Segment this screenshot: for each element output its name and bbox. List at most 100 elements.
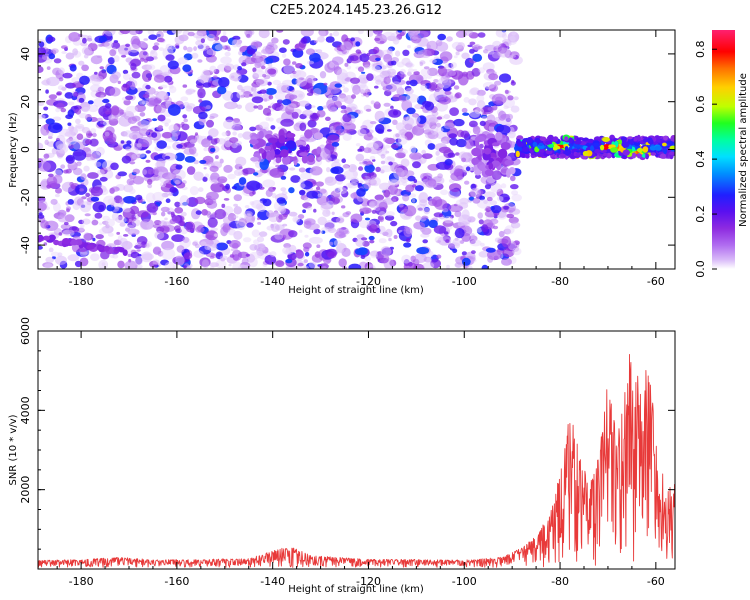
heat-cell: [174, 179, 180, 185]
heat-cell: [268, 117, 274, 122]
heat-cell: [264, 126, 270, 131]
heat-cell: [67, 199, 75, 205]
heat-cell: [182, 64, 192, 72]
heat-cell: [278, 214, 288, 220]
heat-cell: [272, 79, 281, 86]
x-tick-label: -60: [647, 275, 665, 288]
heat-cell: [164, 217, 168, 221]
heat-cell: [81, 126, 90, 134]
heat-cell: [491, 51, 502, 59]
heat-cell: [316, 244, 321, 248]
heat-cell: [394, 152, 406, 159]
heat-cell: [109, 49, 117, 57]
heat-cell: [481, 264, 489, 269]
heat-cell: [362, 176, 366, 180]
heat-cell: [102, 220, 109, 225]
heat-cell: [337, 188, 341, 191]
heat-cell: [294, 43, 306, 51]
heat-cell: [210, 172, 220, 183]
heat-band-cell: [636, 134, 641, 141]
heat-cell: [421, 215, 429, 220]
heat-cell: [107, 232, 114, 237]
heat-cell: [175, 45, 180, 49]
heat-cell: [174, 207, 184, 214]
heat-cell: [458, 71, 463, 76]
heat-cell: [340, 109, 348, 114]
heat-cell: [407, 68, 414, 73]
heat-cell: [275, 164, 280, 168]
heat-cell: [352, 170, 358, 177]
heat-band-cell: [602, 137, 610, 142]
heat-cell: [122, 196, 137, 204]
heat-cell: [207, 213, 216, 219]
heat-cell: [462, 112, 470, 116]
heat-cell: [202, 176, 208, 182]
heat-band-cell: [526, 137, 533, 144]
heat-cell: [390, 157, 396, 162]
heat-cell: [109, 87, 121, 97]
heat-cell: [46, 176, 58, 187]
heat-cell: [373, 252, 378, 255]
heat-cell: [350, 106, 357, 110]
heat-cell: [72, 149, 87, 161]
heat-blob-cell: [299, 152, 309, 157]
heat-cell: [365, 93, 370, 98]
heat-cell: [159, 225, 170, 234]
heat-cell: [469, 111, 482, 120]
heat-cell: [235, 156, 247, 167]
heat-cell: [48, 53, 56, 60]
heat-band-cell: [522, 146, 530, 152]
heat-cell: [203, 82, 212, 88]
heat-blob-cell: [497, 148, 508, 159]
heat-cell: [141, 143, 146, 148]
heat-cell: [134, 256, 143, 266]
colorbar-label: Normalized spectral amplitude: [738, 73, 749, 227]
heat-cell: [391, 60, 397, 66]
heat-cell: [463, 97, 470, 103]
heat-cell: [492, 225, 499, 230]
heat-cell: [261, 65, 266, 70]
heat-cell: [355, 153, 365, 162]
heat-cell: [423, 66, 430, 70]
heat-band-cell: [515, 150, 520, 158]
heat-cell: [122, 208, 136, 220]
chart-title: C2E5.2024.145.23.26.G12: [270, 3, 442, 18]
heat-cell: [43, 153, 50, 159]
heat-cell: [192, 32, 204, 39]
heat-band-cell: [642, 138, 649, 143]
heat-cell: [509, 55, 523, 65]
heat-cell: [265, 116, 271, 121]
heat-cell: [209, 116, 215, 120]
heat-cell: [374, 194, 385, 201]
heat-cell: [276, 197, 286, 204]
heat-cell: [261, 48, 273, 55]
heat-blob-cell: [253, 153, 261, 158]
heat-cell: [241, 257, 249, 266]
heat-band-cell: [602, 152, 608, 157]
heat-cell: [94, 71, 98, 75]
heat-cell: [297, 262, 304, 267]
heat-cell: [66, 128, 75, 136]
heat-cell: [78, 113, 88, 119]
heat-cell: [300, 194, 309, 201]
heat-cell: [181, 123, 190, 131]
heat-cell: [138, 50, 149, 60]
heat-cell: [371, 159, 376, 162]
heat-cell: [268, 94, 274, 100]
heat-cell: [367, 132, 373, 138]
heat-cell: [322, 209, 331, 217]
heat-cell: [480, 175, 496, 185]
heat-cell: [476, 100, 486, 110]
heat-cell: [100, 120, 105, 125]
x-tick-label: -180: [69, 575, 94, 588]
heat-cell: [213, 233, 218, 237]
heat-cell: [194, 134, 203, 142]
heat-cell: [152, 118, 158, 122]
heat-cell: [76, 162, 82, 167]
heat-cell: [448, 133, 458, 139]
heat-cell: [368, 224, 378, 234]
heat-cell: [75, 118, 81, 125]
heat-cell: [375, 101, 380, 105]
heat-cell: [41, 53, 52, 61]
heat-cell: [163, 221, 171, 227]
